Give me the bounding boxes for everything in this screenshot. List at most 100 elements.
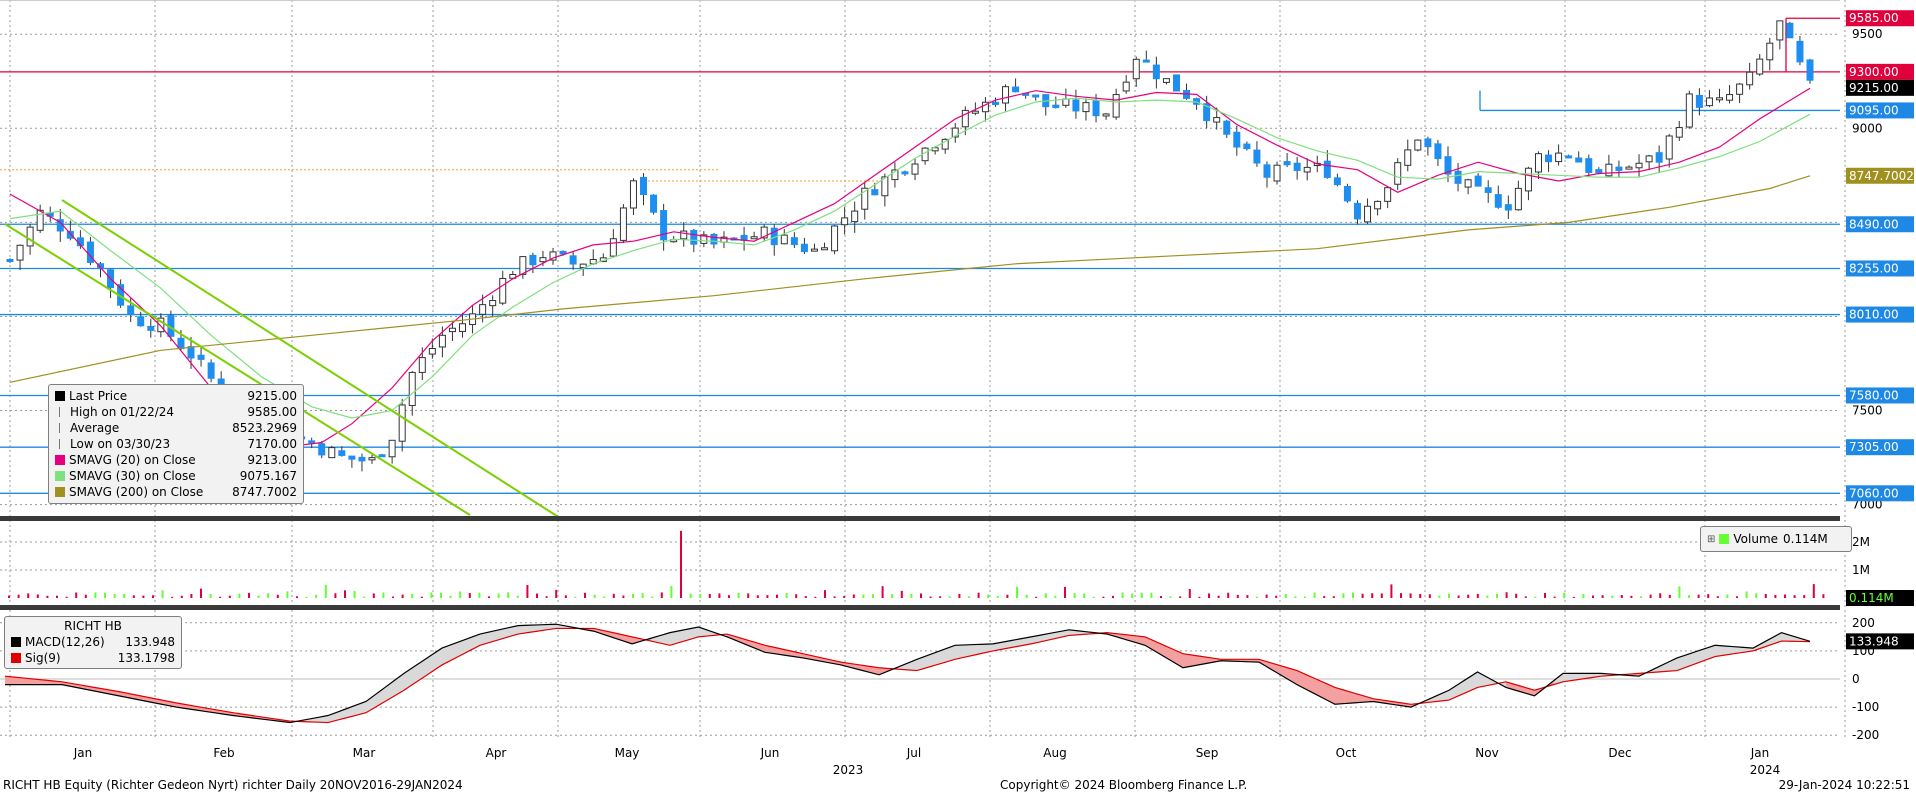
candle-body (368, 457, 376, 461)
candle-body (851, 210, 859, 223)
candle-body (1152, 64, 1160, 80)
macd-panel (4, 623, 1811, 724)
volume-bar (1198, 596, 1201, 598)
volume-bar (1035, 596, 1038, 598)
macd-histogram-fill (1316, 679, 1326, 700)
candle-body (1585, 158, 1593, 173)
macd-histogram-fill (1392, 701, 1402, 706)
volume-last-tag: 0.114M (1849, 591, 1894, 605)
volume-bar (804, 596, 807, 598)
macd-histogram-fill (537, 624, 547, 632)
macd-histogram-fill (1268, 662, 1278, 674)
macd-histogram-fill (1686, 651, 1696, 668)
candle-body (1645, 155, 1653, 163)
candle-body (318, 443, 326, 456)
macd-histogram-fill (508, 625, 518, 637)
macd-legend-title: RICHT HB (64, 619, 122, 633)
macd-histogram-fill (660, 632, 670, 646)
candle-body (1534, 153, 1542, 173)
macd-histogram-fill (1116, 633, 1126, 640)
candle-body (1504, 204, 1512, 211)
volume-bar (1534, 596, 1537, 598)
candle-body (750, 236, 758, 240)
y-tick-label: 9500 (1852, 27, 1883, 41)
month-label: Mar (353, 746, 376, 760)
volume-bar (833, 596, 836, 598)
volume-bar (1275, 595, 1278, 598)
volume-bar (516, 595, 519, 598)
candle-body (1746, 71, 1754, 86)
macd-legend-rows: MACD(12,26) 133.948 Sig(9) 133.1798 (11, 634, 175, 666)
candle-body (137, 316, 145, 327)
volume-last-tag-box (1846, 590, 1914, 606)
volume-bar (267, 593, 270, 598)
level-tag-box (1846, 102, 1914, 119)
level-tag: 9585.00 (1849, 11, 1899, 25)
macd-histogram-fill (622, 634, 632, 644)
price-legend-row: SMAVG (200) on Close 8747.7002 (55, 484, 297, 500)
macd-histogram-fill (926, 652, 936, 668)
macd-histogram-fill (993, 642, 1003, 651)
macd-histogram-fill (907, 659, 917, 671)
macd-histogram-fill (983, 643, 993, 653)
volume-bars (8, 530, 1825, 598)
macd-histogram-fill (375, 687, 385, 708)
price-legend-row: Low on 03/30/23 7170.00 (55, 436, 297, 452)
volume-bar (958, 593, 961, 598)
macd-histogram-fill (1335, 687, 1345, 705)
macd-histogram-fill (1306, 674, 1316, 695)
macd-histogram-fill (1487, 677, 1497, 686)
top-border (0, 0, 1840, 1)
volume-bar (814, 596, 817, 598)
macd-histogram-fill (432, 648, 442, 672)
volume-bar (238, 593, 241, 598)
volume-bar (1140, 592, 1143, 598)
volume-bar (1217, 595, 1220, 598)
macd-tick-label: -200 (1852, 728, 1879, 742)
volume-bar (315, 594, 318, 598)
candle-body (1575, 157, 1583, 163)
price-legend-row: High on 01/22/24 9585.00 (55, 404, 297, 420)
candle-body (1565, 155, 1573, 159)
macd-histogram-fill (24, 678, 34, 685)
volume-bar (1112, 595, 1114, 598)
expand-icon[interactable]: ⊞ (1707, 533, 1716, 545)
candle-body (1293, 162, 1301, 171)
candle-body (1172, 74, 1180, 92)
volume-bar (430, 592, 433, 598)
macd-histogram-fill (1126, 634, 1136, 643)
candle-body (147, 325, 155, 331)
olive-square-icon (55, 487, 65, 497)
x-axis-labels: Jan Feb Mar Apr May Jun Jul Aug Sep Oct Nov Dec Jan 2… (73, 746, 1781, 777)
candle-body (187, 346, 195, 359)
macd-legend: RICHT HB MACD(12,26) 133.948 Sig(9) 133.179… (4, 616, 182, 669)
candle-body (428, 348, 436, 355)
volume-bar (1630, 595, 1633, 598)
month-label: Aug (1043, 746, 1066, 760)
candle-body (1635, 162, 1643, 169)
candle-body (1595, 169, 1603, 174)
volume-bar (1371, 593, 1374, 598)
volume-bar (1697, 594, 1700, 598)
volume-bar (872, 594, 874, 598)
volume-bar (1102, 596, 1105, 598)
macd-histogram-fill (1449, 684, 1459, 701)
volume-bar (104, 592, 106, 598)
volume-bar (555, 589, 558, 598)
volume-bar (1246, 595, 1249, 598)
volume-bar (1169, 596, 1172, 598)
volume-bar (17, 594, 20, 598)
volume-bar (1179, 596, 1182, 598)
candle-body (760, 226, 768, 239)
candle-body (1454, 170, 1462, 184)
volume-bar (1505, 592, 1508, 598)
price-legend-row: Last Price 9215.00 (55, 388, 297, 404)
volume-bar (1745, 591, 1748, 598)
volume-bar (632, 593, 634, 598)
volume-bar (766, 595, 769, 598)
macd-histogram-fill (518, 625, 528, 634)
volume-bar (977, 592, 980, 598)
volume-bar (296, 596, 298, 598)
level-tag-box (1846, 439, 1914, 456)
macd-histogram-fill (451, 641, 461, 660)
